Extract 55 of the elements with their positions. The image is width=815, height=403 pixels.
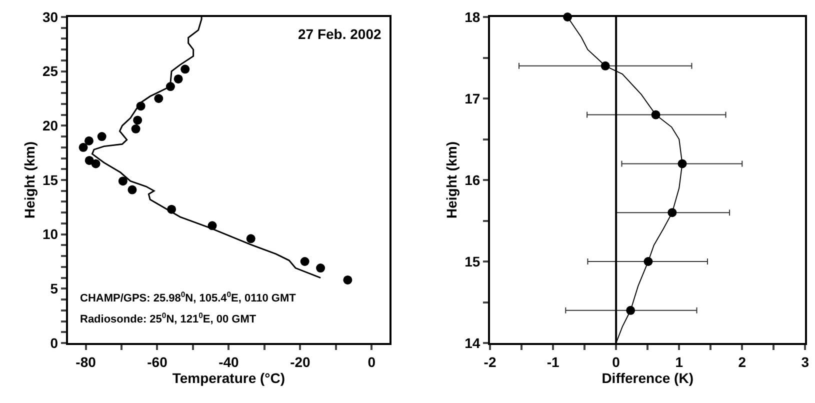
x-tick-label: -60 xyxy=(147,354,168,370)
point xyxy=(84,136,94,146)
y-tick-label: 0 xyxy=(50,334,58,351)
point xyxy=(133,116,142,125)
point xyxy=(316,264,326,273)
point xyxy=(668,208,677,218)
x-tick-label: -2 xyxy=(484,354,496,370)
y-tick-label: 14 xyxy=(464,334,480,351)
x-axis-title: Difference (K) xyxy=(602,370,694,386)
y-tick-label: 25 xyxy=(42,63,58,80)
y-tick-label: 18 xyxy=(464,8,480,25)
point xyxy=(626,306,636,315)
x-tick-label: 0 xyxy=(612,354,620,370)
x-tick-label: 2 xyxy=(738,354,746,370)
y-axis-title: Height (km) xyxy=(22,142,38,218)
point xyxy=(118,176,128,186)
x-tick-label: -80 xyxy=(76,354,96,370)
point xyxy=(97,132,106,142)
point xyxy=(180,64,190,74)
point xyxy=(246,234,256,244)
y-tick-label: 15 xyxy=(42,172,58,188)
point xyxy=(154,94,164,103)
x-axis-title: Temperature (°C) xyxy=(172,370,286,386)
point xyxy=(651,110,660,120)
y-tick-label: 10 xyxy=(42,226,58,242)
point xyxy=(174,74,183,84)
point xyxy=(167,204,176,214)
point xyxy=(644,257,653,266)
x-tick-label: 0 xyxy=(368,354,376,370)
x-tick-label: 1 xyxy=(675,354,684,370)
y-tick-label: 5 xyxy=(50,280,58,297)
point xyxy=(678,159,687,168)
point xyxy=(136,102,146,111)
point xyxy=(78,142,88,152)
point xyxy=(600,61,610,70)
x-tick-label: -40 xyxy=(218,354,240,370)
annotation: CHAMP/GPS: 25.98$^{0}$N, 105.4$^{0}$E, 0110 GMT xyxy=(80,290,296,305)
point xyxy=(131,124,140,134)
y-tick-label: 30 xyxy=(42,8,58,25)
annotation: Radiosonde: 25$^{0}$N, 121$^{0}$E, 00 GMT xyxy=(80,311,256,326)
point xyxy=(128,185,137,194)
point xyxy=(343,275,352,284)
y-axis-title: Height (km) xyxy=(444,142,460,218)
annotation: 27 Feb. 2002 xyxy=(298,26,382,42)
y-tick-label: 17 xyxy=(464,90,480,106)
point xyxy=(300,257,310,266)
x-tick-label: -20 xyxy=(290,354,311,370)
point xyxy=(208,221,217,230)
y-tick-label: 20 xyxy=(42,118,58,134)
x-tick-label: -1 xyxy=(546,354,560,370)
point xyxy=(166,82,175,92)
y-tick-label: 16 xyxy=(464,172,480,188)
point xyxy=(84,156,94,165)
x-tick-label: 3 xyxy=(801,354,810,370)
y-tick-label: 15 xyxy=(464,253,480,270)
